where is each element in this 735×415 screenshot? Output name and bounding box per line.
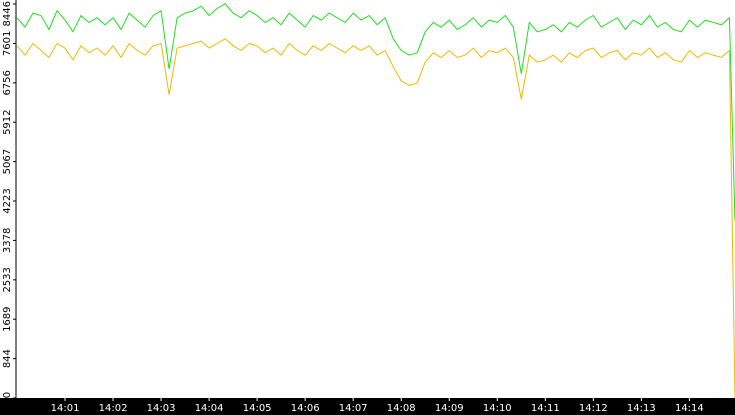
x-tick-label: 14:08 bbox=[387, 403, 416, 414]
y-tick-label: 7601 bbox=[2, 31, 13, 56]
y-tick-label: 6756 bbox=[2, 70, 13, 95]
y-tick-label: 5912 bbox=[2, 109, 13, 134]
x-tick-label: 14:11 bbox=[531, 403, 560, 414]
series-line bbox=[16, 3, 735, 221]
y-tick-label: 1689 bbox=[2, 306, 13, 331]
x-tick-label: 14:02 bbox=[99, 403, 128, 414]
x-tick-label: 14:13 bbox=[627, 403, 656, 414]
x-tick-label: 14:10 bbox=[483, 403, 512, 414]
y-tick-label: 2533 bbox=[2, 267, 13, 292]
y-tick-label: 8446 bbox=[2, 1, 13, 26]
x-tick-label: 14:09 bbox=[435, 403, 464, 414]
x-tick-label: 14:07 bbox=[339, 403, 368, 414]
x-tick-label: 14:05 bbox=[243, 403, 272, 414]
x-tick-label: 14:04 bbox=[195, 403, 224, 414]
series-line bbox=[16, 38, 735, 399]
x-axis-band bbox=[0, 398, 735, 415]
x-tick-label: 14:06 bbox=[291, 403, 320, 414]
x-tick-label: 14:12 bbox=[579, 403, 608, 414]
y-tick-label: 3378 bbox=[2, 228, 13, 253]
x-tick-label: 14:14 bbox=[675, 403, 704, 414]
y-tick-label: 844 bbox=[2, 349, 13, 368]
x-tick-label: 14:01 bbox=[51, 403, 80, 414]
y-tick-label: 0 bbox=[2, 392, 13, 398]
y-tick-label: 4223 bbox=[2, 188, 13, 213]
y-tick-label: 5067 bbox=[2, 149, 13, 174]
x-tick-label: 14:03 bbox=[147, 403, 176, 414]
